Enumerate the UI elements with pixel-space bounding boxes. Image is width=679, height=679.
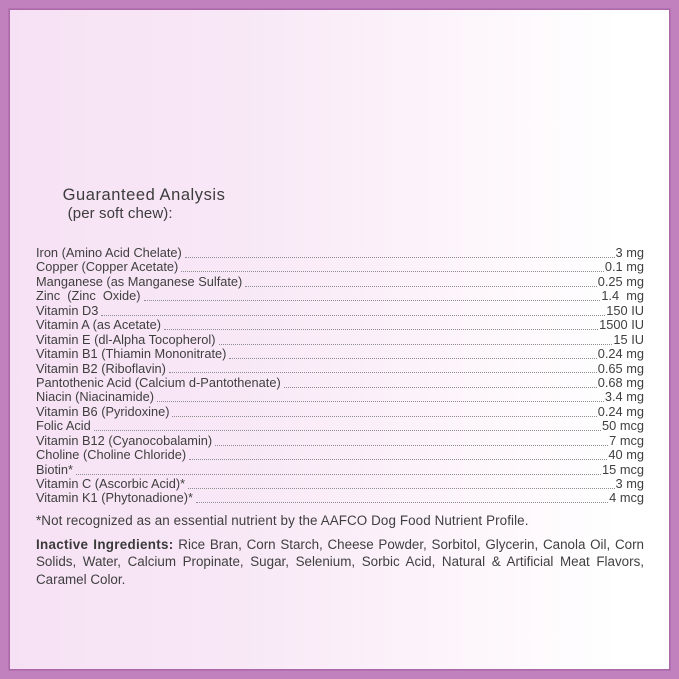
nutrient-value: 15 mcg [602,461,644,477]
dotted-leader [242,275,598,289]
aafco-footnote: *Not recognized as an essential nutrient… [36,512,529,528]
nutrient-value: 1.4 mg [601,288,644,304]
heading-title: Guaranteed Analysis [62,186,226,204]
nutrient-value: 40 mg [608,447,644,463]
dotted-leader [212,434,609,448]
label-content: Guaranteed Analysis (per soft chew): Iro… [36,160,644,588]
nutrient-value: 15 IU [613,331,644,347]
dotted-leader [91,419,602,433]
nutrient-row: Niacin (Niacinamide) 3.4 mg [36,389,644,405]
dotted-leader [166,362,598,376]
nutrient-row: Manganese (as Manganese Sulfate) 0.25 mg [36,273,644,289]
nutrient-row: Vitamin B6 (Pyridoxine) 0.24 mg [36,403,644,419]
nutrient-name: Copper (Copper Acetate) [36,259,179,275]
inactive-ingredients-text: Rice Bran, Corn Starch, Cheese Powder, S… [36,536,644,587]
dotted-leader [281,376,598,390]
nutrient-row: Vitamin E (dl-Alpha Tocopherol) 15 IU [36,331,644,347]
nutrient-name: Zinc (Zinc Oxide) [36,288,141,304]
nutrient-value: 4 mcg [609,490,644,506]
nutrient-value: 50 mcg [602,418,644,434]
nutrient-value: 0.25 mg [597,273,644,289]
nutrient-row: Vitamin C (Ascorbic Acid)* 3 mg [36,476,644,491]
nutrient-row: Zinc (Zinc Oxide) 1.4 mg [36,288,644,304]
nutrient-row: Pantothenic Acid (Calcium d-Pantothenate… [36,374,644,390]
dotted-leader [169,405,598,419]
nutrient-name: Vitamin B12 (Cyanocobalamin) [36,432,213,448]
dotted-leader [186,448,608,462]
nutrient-value: 0.68 mg [597,374,644,390]
nutrient-row: Iron (Amino Acid Chelate) 3 mg [36,245,644,260]
nutrient-value: 0.24 mg [597,403,644,419]
nutrient-row: Vitamin B2 (Riboflavin) 0.65 mg [36,360,644,376]
nutrient-row: Vitamin B1 (Thiamin Mononitrate) 0.24 mg [36,346,644,362]
inactive-ingredients-label: Inactive Ingredients: [36,536,174,552]
nutrient-row: Copper (Copper Acetate) 0.1 mg [36,259,644,275]
dotted-leader [141,289,602,303]
nutrient-value: 0.24 mg [597,346,644,362]
nutrient-name: Vitamin B6 (Pyridoxine) [36,403,170,419]
nutrient-name: Iron (Amino Acid Chelate) [36,245,182,260]
nutrient-value: 1500 IU [599,317,644,333]
dotted-leader [98,304,606,318]
dotted-leader [73,463,602,477]
dotted-leader [182,246,616,260]
nutrient-value: 0.65 mg [597,360,644,376]
guaranteed-analysis-heading: Guaranteed Analysis (per soft chew): [36,168,644,241]
nutrient-name: Vitamin A (as Acetate) [36,317,161,333]
analysis-table: Iron (Amino Acid Chelate) 3 mg Copper (C… [36,245,644,506]
nutrient-value: 150 IU [606,302,644,318]
dotted-leader [226,347,598,361]
nutrient-row: Biotin* 15 mcg [36,461,644,477]
nutrient-row: Vitamin B12 (Cyanocobalamin) 7 mcg [36,432,644,448]
nutrient-name: Manganese (as Manganese Sulfate) [36,273,243,289]
nutrient-name: Pantothenic Acid (Calcium d-Pantothenate… [36,374,281,390]
dotted-leader [154,390,605,404]
nutrient-name: Vitamin D3 [36,302,99,318]
dotted-leader [185,477,615,491]
nutrient-row: Vitamin A (as Acetate) 1500 IU [36,317,644,333]
dotted-leader [216,333,614,347]
nutrient-value: 3 mg [615,476,644,491]
nutrient-value: 0.1 mg [604,259,644,275]
nutrient-name: Niacin (Niacinamide) [36,389,155,405]
nutrient-value: 3.4 mg [604,389,644,405]
nutrient-name: Folic Acid [36,418,91,434]
nutrient-name: Choline (Choline Chloride) [36,447,187,463]
heading-suffix: (per soft chew): [67,205,173,222]
dotted-leader [193,491,609,505]
nutrient-row: Choline (Choline Chloride) 40 mg [36,447,644,463]
nutrient-name: Vitamin E (dl-Alpha Tocopherol) [36,331,216,347]
nutrient-value: 7 mcg [609,432,644,448]
nutrient-name: Vitamin C (Ascorbic Acid)* [36,476,186,491]
nutrient-row: Vitamin K1 (Phytonadione)* 4 mcg [36,490,644,506]
nutrient-name: Biotin* [36,461,73,477]
nutrient-row: Folic Acid 50 mcg [36,418,644,434]
inactive-ingredients-paragraph: Inactive Ingredients: Rice Bran, Corn St… [36,536,644,588]
nutrient-value: 3 mg [615,245,644,260]
nutrient-row: Vitamin D3 150 IU [36,302,644,318]
dotted-leader [161,318,599,332]
nutrient-name: Vitamin B1 (Thiamin Mononitrate) [36,346,227,362]
nutrient-name: Vitamin K1 (Phytonadione)* [36,490,193,506]
dotted-leader [178,260,605,274]
nutrient-name: Vitamin B2 (Riboflavin) [36,360,166,376]
